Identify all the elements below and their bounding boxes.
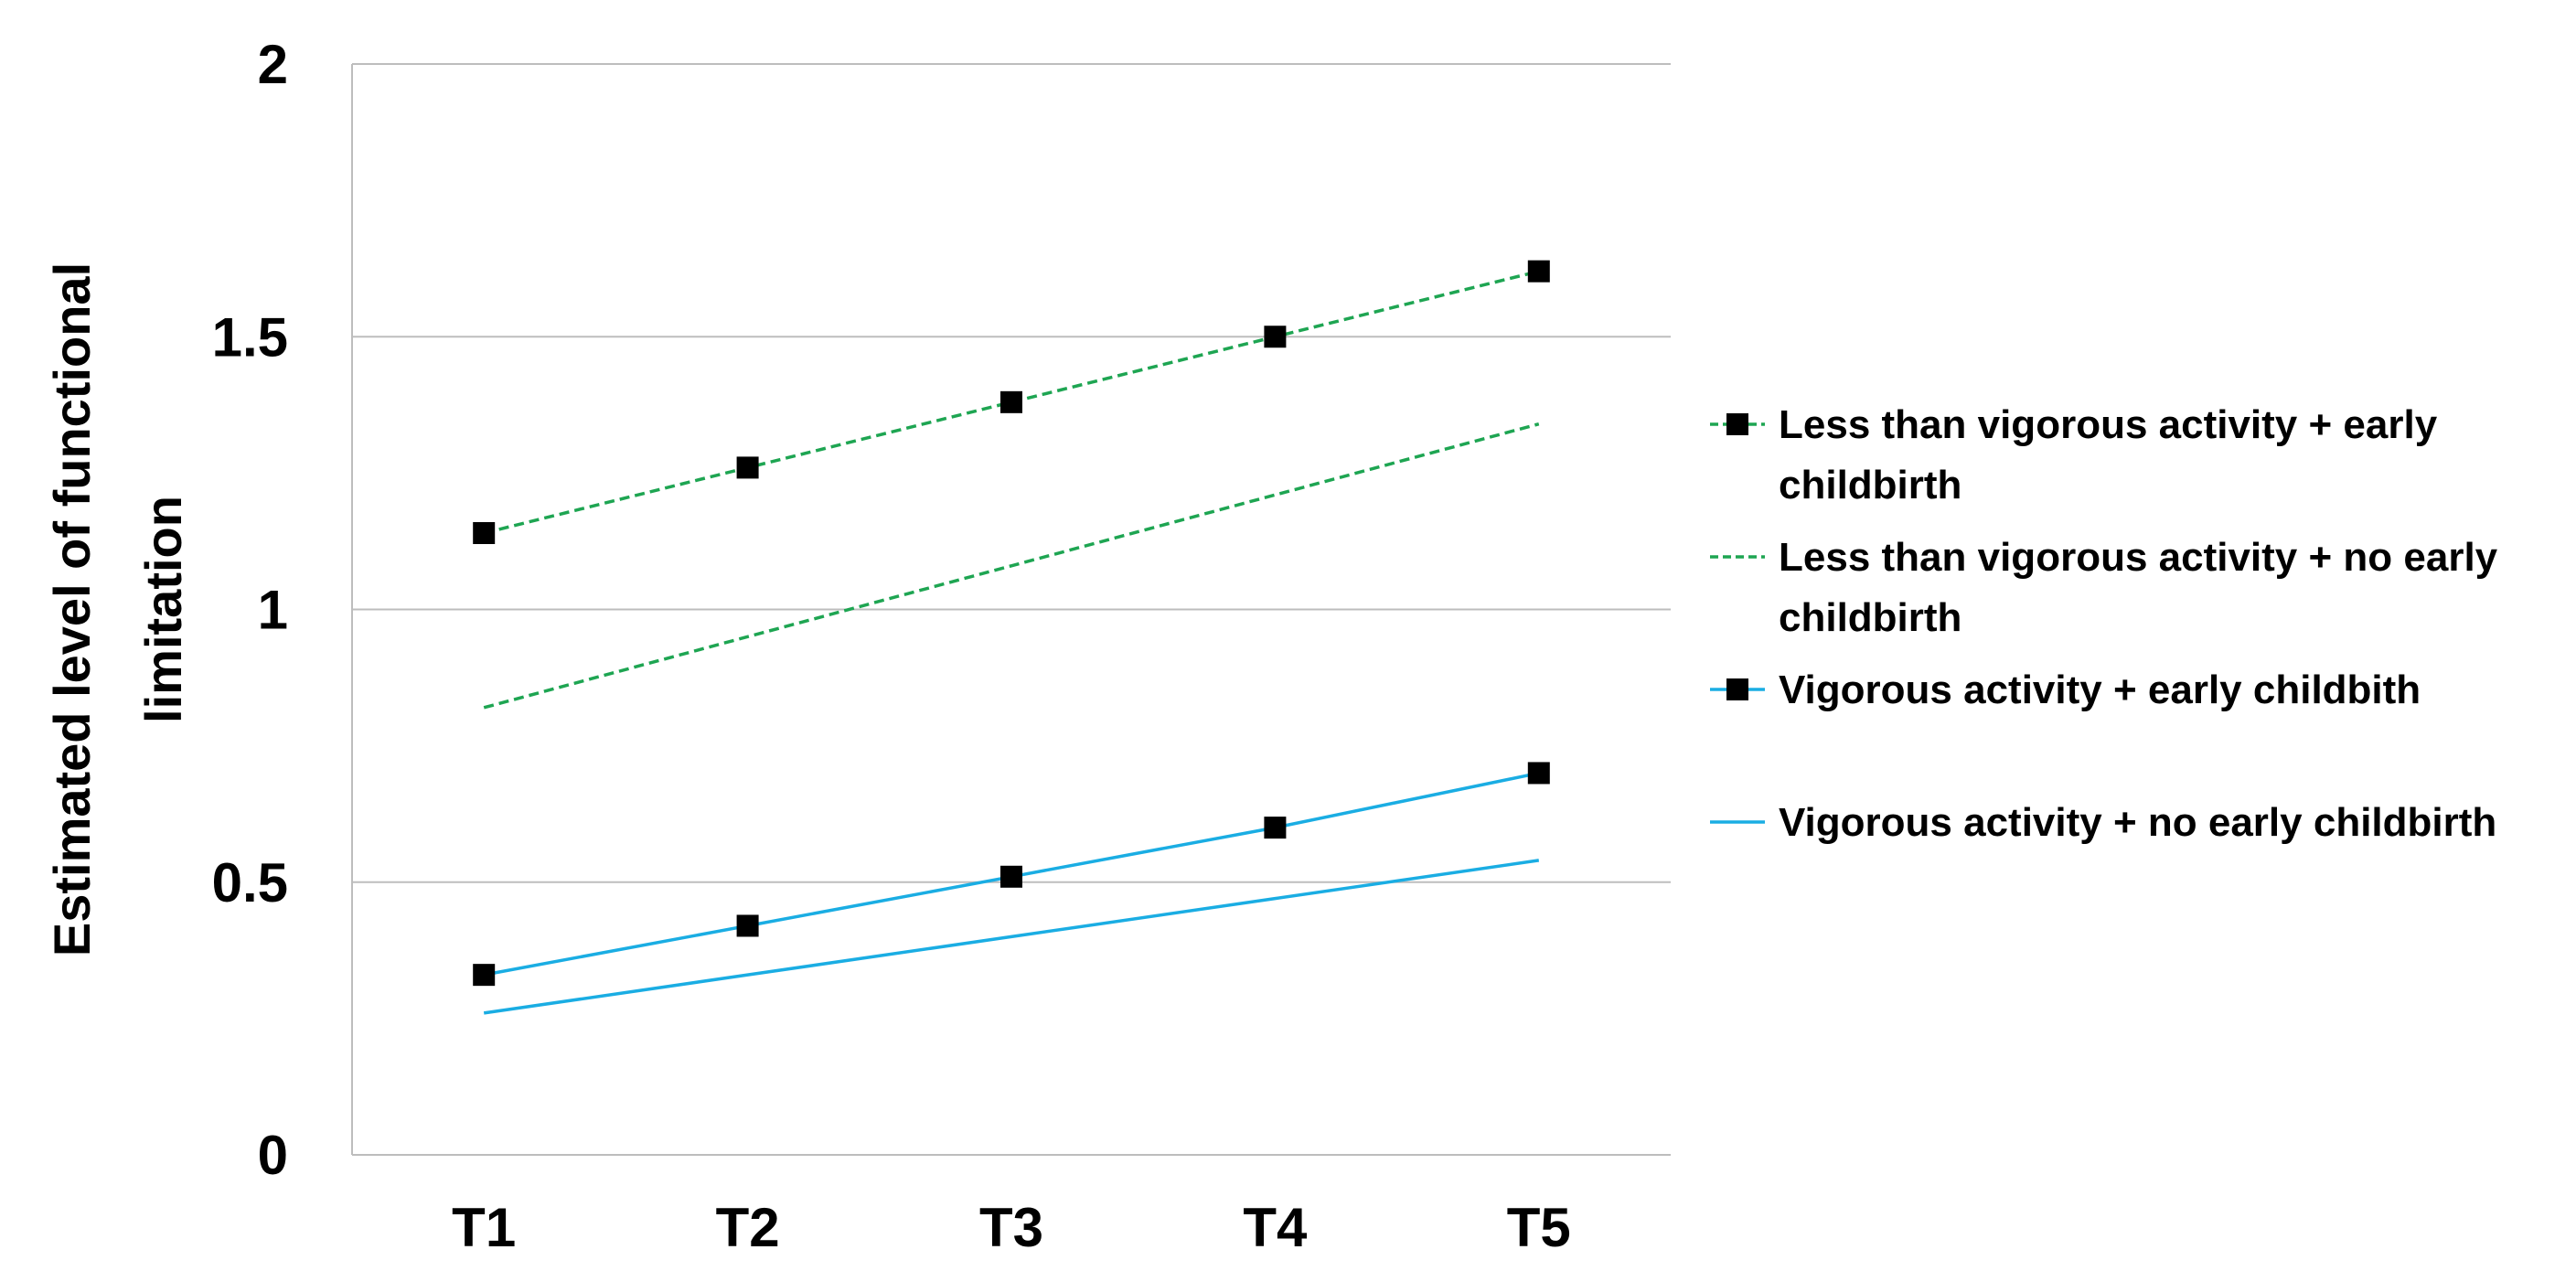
y-tick-label: 1 [258,580,288,641]
data-point-marker [1000,865,1022,888]
x-tick-label: T4 [1243,1197,1308,1258]
legend-entry: Less than vigorous activity + early child… [1710,402,2438,507]
legend-label: childbirth [1779,595,1961,640]
legend-label: Less than vigorous activity + early [1779,402,2438,447]
series-lines [473,260,1550,1015]
axes: 0 0.5 1 1.5 2 T1 T2 T3 T4 T5 Estimated level of fu… [43,34,1571,1258]
data-point-marker [473,521,496,544]
x-tick-label: T2 [716,1197,780,1258]
data-point-marker [736,456,759,479]
legend-entry: Less than vigorous activity + no early ch… [1710,535,2498,640]
legend-marker [1726,678,1748,700]
data-point-marker [1264,817,1287,839]
series-line [483,859,1540,1015]
series-line [483,269,1540,535]
legend-entry: Vigorous activity + early childbith [1710,668,2421,712]
y-axis-title: Estimated level of functional limitation [43,262,192,956]
gridlines [352,63,1671,1156]
x-tick-label: T1 [452,1197,516,1258]
data-point-marker [1000,390,1022,413]
data-point-marker [1527,260,1550,283]
data-point-marker [473,964,496,987]
data-point-marker [1264,326,1287,348]
y-axis-title-line: limitation [134,496,192,723]
legend-label: childbirth [1779,463,1961,507]
legend-label: Vigorous activity + no early childbirth [1779,800,2496,845]
legend-label: Vigorous activity + early childbith [1779,668,2421,712]
data-point-marker [1527,762,1550,785]
series-line [483,422,1540,710]
y-tick-label: 2 [258,34,288,95]
legend-label: Less than vigorous activity + no early [1779,535,2498,580]
data-point-marker [736,914,759,937]
legend: Less than vigorous activity + early child… [1710,402,2498,845]
x-tick-label: T5 [1507,1197,1571,1258]
x-tick-label: T3 [979,1197,1043,1258]
y-tick-label: 1.5 [212,306,288,368]
y-tick-label: 0 [258,1125,288,1186]
legend-entry: Vigorous activity + no early childbirth [1710,800,2496,845]
y-axis-title-line: Estimated level of functional [43,262,101,956]
y-tick-label: 0.5 [212,852,288,913]
legend-marker [1726,413,1748,435]
